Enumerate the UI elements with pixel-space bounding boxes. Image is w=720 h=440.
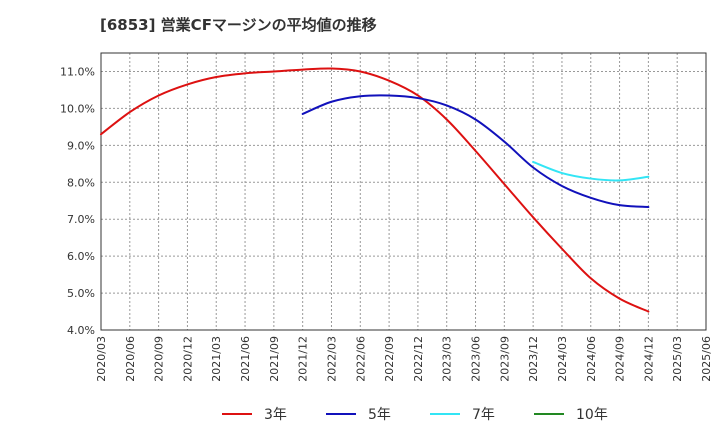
x-tick-label: 2024/06 — [585, 336, 598, 382]
y-tick-label: 11.0% — [60, 65, 95, 78]
y-tick-label: 10.0% — [60, 102, 95, 115]
x-tick-label: 2020/06 — [124, 336, 137, 382]
y-tick-label: 7.0% — [67, 213, 95, 226]
x-tick-label: 2020/12 — [181, 336, 194, 382]
x-tick-label: 2020/09 — [153, 336, 166, 382]
y-tick-label: 8.0% — [67, 176, 95, 189]
x-tick-label: 2021/09 — [268, 336, 281, 382]
y-tick-label: 9.0% — [67, 139, 95, 152]
x-tick-label: 2023/09 — [498, 336, 511, 382]
x-tick-label: 2025/03 — [671, 336, 684, 382]
legend-label: 5年 — [368, 407, 391, 423]
x-tick-label: 2023/06 — [470, 336, 483, 382]
x-tick-label: 2023/03 — [441, 336, 454, 382]
x-tick-label: 2022/09 — [383, 336, 396, 382]
x-tick-label: 2024/09 — [614, 336, 627, 382]
x-tick-label: 2021/03 — [210, 336, 223, 382]
series-lines — [100, 67, 650, 313]
x-axis: 2020/03 2020/06 2020/09 2020/12 2021/03 2021/… — [95, 336, 713, 382]
x-tick-label: 2024/12 — [642, 336, 655, 382]
y-axis: 4.0% 5.0% 6.0% 7.0% 8.0% 9.0% 10.0% 11.0% — [60, 65, 95, 337]
series-line-1 — [100, 67, 650, 313]
x-tick-label: 2022/06 — [354, 336, 367, 382]
x-tick-label: 2021/06 — [239, 336, 252, 382]
series-line-2 — [301, 94, 650, 209]
legend-label: 7年 — [472, 407, 495, 423]
y-tick-label: 5.0% — [67, 287, 95, 300]
plot-background — [101, 53, 706, 330]
series-line-3 — [532, 160, 650, 182]
legend-label: 10年 — [576, 407, 608, 423]
x-tick-label: 2023/12 — [527, 336, 540, 382]
x-tick-label: 2024/03 — [556, 336, 569, 382]
y-tick-label: 4.0% — [67, 324, 95, 337]
x-tick-label: 2020/03 — [95, 336, 108, 382]
plot-border — [100, 52, 707, 331]
x-tick-label: 2022/03 — [325, 336, 338, 382]
x-tick-label: 2021/12 — [297, 336, 310, 382]
legend-label: 3年 — [264, 407, 287, 423]
y-tick-label: 6.0% — [67, 250, 95, 263]
legend: 3年 5年 7年 10年 — [222, 407, 608, 423]
x-tick-label: 2022/12 — [412, 336, 425, 382]
chart-title: [6853] 営業CFマージンの平均値の推移 — [100, 16, 377, 34]
x-tick-label: 2025/06 — [700, 336, 713, 382]
